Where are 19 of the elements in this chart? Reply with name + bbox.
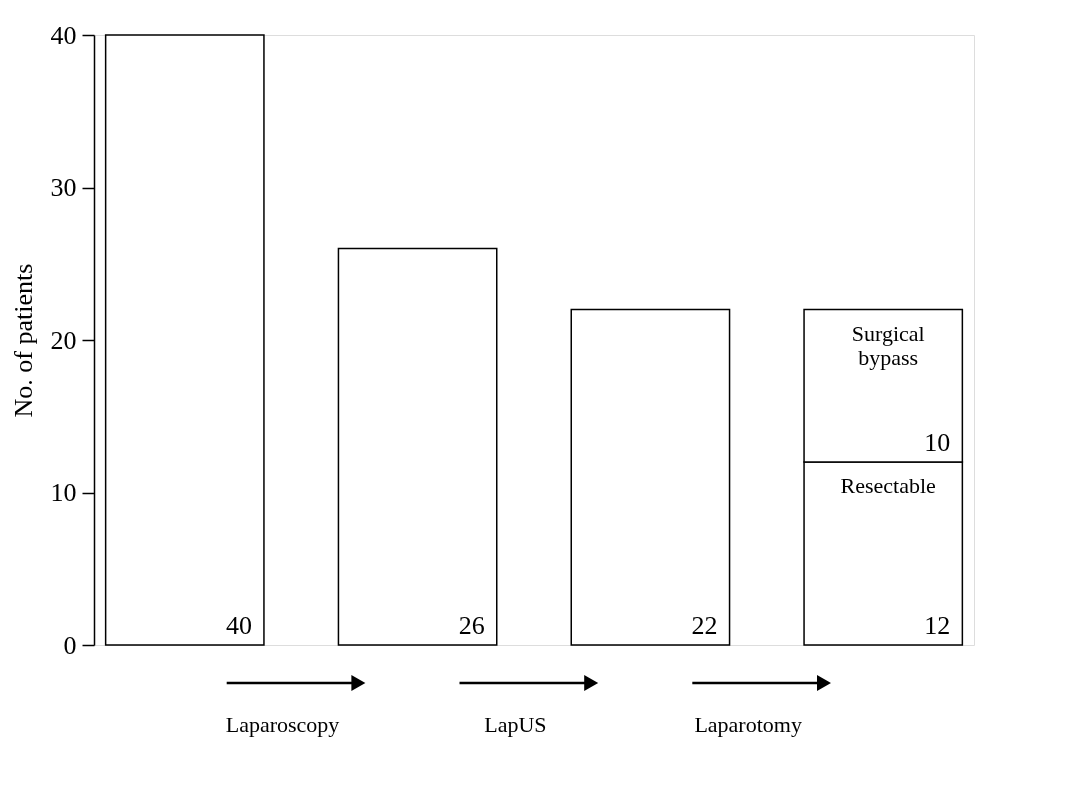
y-axis-title: No. of patients — [8, 263, 38, 418]
bar — [104, 34, 265, 646]
text: Laparotomy — [694, 712, 802, 737]
bar — [337, 247, 498, 646]
bar — [570, 308, 731, 646]
data-label: 22 — [691, 611, 718, 640]
y-tick-label: 30 — [50, 173, 77, 202]
series-label: Surgical bypass — [851, 320, 925, 370]
data-label: 10 — [924, 428, 951, 457]
data-label: 12 — [924, 611, 951, 640]
y-tick-label: 10 — [50, 478, 77, 507]
text: LapUS — [484, 712, 547, 737]
y-tick-label: 20 — [50, 325, 77, 355]
y-tick-label: 0 — [63, 630, 77, 660]
series-label: Resectable — [840, 473, 936, 498]
data-label: 26 — [458, 611, 485, 640]
text: Laparoscopy — [225, 712, 340, 737]
data-label: 40 — [225, 611, 252, 640]
y-tick-label: 40 — [50, 20, 77, 50]
